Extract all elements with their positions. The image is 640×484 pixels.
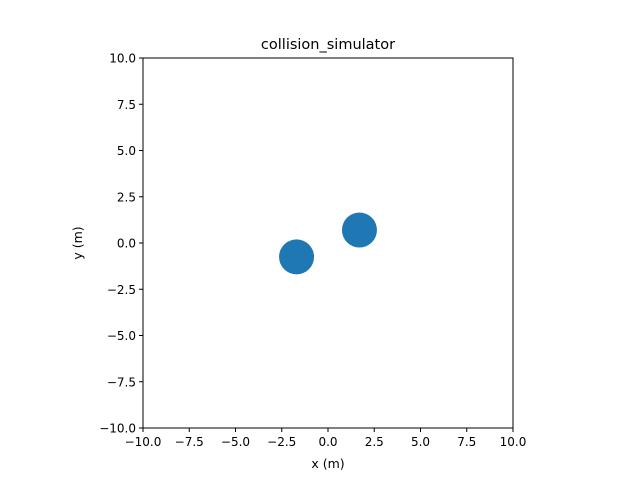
y-tick-label: 10.0 [109, 52, 136, 66]
x-tick-label: −5.0 [221, 435, 250, 449]
y-tick-label: 5.0 [117, 144, 136, 158]
y-tick-label: −7.5 [107, 375, 136, 389]
x-tick-label: 7.5 [457, 435, 476, 449]
y-tick-label: 7.5 [117, 98, 136, 112]
points-layer [279, 212, 377, 275]
y-tick-label: −10.0 [99, 422, 136, 436]
data-point [279, 239, 315, 275]
x-tick-label: 10.0 [500, 435, 527, 449]
x-tick-label: 0.0 [318, 435, 337, 449]
data-point [341, 212, 377, 248]
x-tick-label: 2.5 [365, 435, 384, 449]
y-tick-label: 0.0 [117, 237, 136, 251]
y-tick-label: −5.0 [107, 329, 136, 343]
x-tick-label: −7.5 [175, 435, 204, 449]
y-axis-label: y (m) [70, 226, 85, 259]
x-tick-label: −2.5 [267, 435, 296, 449]
x-axis-ticks: −10.0 −7.5 −5.0 −2.5 0.0 2.5 5.0 7.5 10.0 [125, 428, 527, 449]
y-tick-label: 2.5 [117, 190, 136, 204]
y-axis-ticks: −10.0 −7.5 −5.0 −2.5 0.0 2.5 5.0 7.5 10.0 [99, 52, 143, 436]
x-tick-label: −10.0 [125, 435, 162, 449]
y-tick-label: −2.5 [107, 283, 136, 297]
x-axis-label: x (m) [311, 456, 344, 471]
chart-title: collision_simulator [261, 37, 395, 53]
x-tick-label: 5.0 [411, 435, 430, 449]
